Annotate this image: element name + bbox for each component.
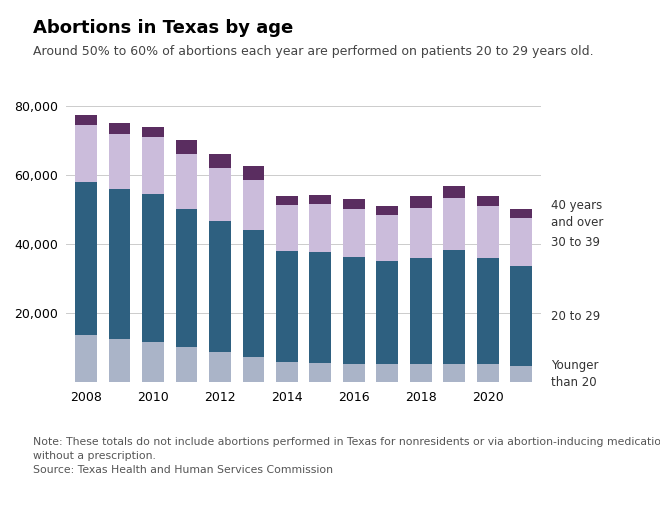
Bar [376,215,398,261]
Text: Around 50% to 60% of abortions each year are performed on patients 20 to 29 year: Around 50% to 60% of abortions each year… [33,45,593,58]
Bar [276,251,298,361]
Bar [276,205,298,251]
Bar [376,206,398,215]
Bar [176,347,197,382]
Bar [142,127,164,137]
Bar [510,209,532,218]
Bar [444,186,465,198]
Bar [343,199,365,209]
Bar [276,361,298,382]
Bar [343,257,365,364]
Bar [242,166,264,180]
Bar [142,194,164,342]
Bar [477,196,498,206]
Bar [209,222,231,352]
Bar [444,250,465,364]
Bar [142,342,164,382]
Bar [109,339,131,382]
Bar [444,198,465,250]
Bar [242,230,264,357]
Bar [410,258,432,365]
Bar [109,123,131,134]
Bar [242,357,264,382]
Bar [109,134,131,189]
Bar [310,363,331,382]
Bar [510,366,532,382]
Bar [242,180,264,230]
Text: Abortions in Texas by age: Abortions in Texas by age [33,19,293,37]
Bar [310,195,331,204]
Text: Note: These totals do not include abortions performed in Texas for nonresidents : Note: These totals do not include aborti… [33,437,660,475]
Bar [310,252,331,363]
Bar [510,266,532,366]
Bar [75,125,97,182]
Bar [109,189,131,339]
Bar [176,154,197,209]
Bar [376,365,398,382]
Bar [343,364,365,382]
Bar [310,204,331,252]
Bar [444,364,465,382]
Bar [176,140,197,154]
Bar [75,114,97,125]
Text: 40 years
and over: 40 years and over [550,199,603,228]
Bar [75,335,97,382]
Bar [477,206,498,258]
Bar [276,196,298,205]
Bar [410,208,432,258]
Bar [209,168,231,222]
Bar [477,258,498,365]
Text: 20 to 29: 20 to 29 [550,310,600,323]
Bar [477,365,498,382]
Bar [209,154,231,168]
Bar [343,209,365,257]
Bar [176,209,197,347]
Bar [376,261,398,365]
Bar [209,352,231,382]
Bar [410,196,432,208]
Text: Younger
than 20: Younger than 20 [550,359,598,389]
Bar [510,218,532,266]
Bar [75,182,97,335]
Bar [142,137,164,194]
Bar [410,365,432,382]
Text: 30 to 39: 30 to 39 [550,235,600,249]
